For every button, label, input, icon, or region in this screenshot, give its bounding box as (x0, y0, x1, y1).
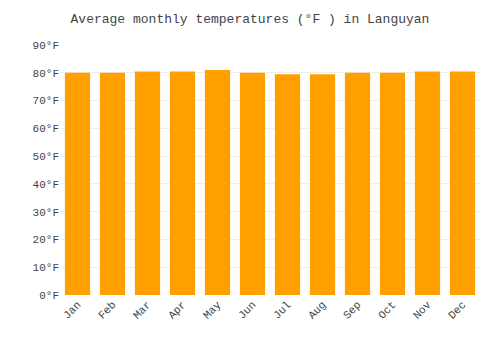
svg-text:0°F: 0°F (39, 290, 59, 302)
svg-text:60°F: 60°F (33, 123, 59, 135)
svg-text:Apr: Apr (166, 299, 188, 321)
svg-text:10°F: 10°F (33, 262, 59, 274)
svg-text:70°F: 70°F (33, 95, 59, 107)
svg-text:Dec: Dec (446, 299, 468, 321)
svg-text:Jan: Jan (61, 299, 83, 321)
svg-text:30°F: 30°F (33, 207, 59, 219)
svg-text:Feb: Feb (96, 299, 118, 321)
svg-text:40°F: 40°F (33, 179, 59, 191)
svg-text:Average monthly temperatures (: Average monthly temperatures (°F ) in La… (71, 12, 430, 27)
svg-text:Aug: Aug (306, 299, 328, 321)
svg-text:Jun: Jun (236, 299, 258, 321)
svg-text:90°F: 90°F (33, 40, 59, 52)
svg-text:80°F: 80°F (33, 68, 59, 80)
svg-text:Jul: Jul (271, 299, 293, 321)
svg-text:Mar: Mar (131, 299, 153, 321)
svg-text:May: May (201, 299, 224, 322)
svg-text:Nov: Nov (411, 299, 434, 322)
svg-text:50°F: 50°F (33, 151, 59, 163)
svg-text:20°F: 20°F (33, 234, 59, 246)
svg-text:Sep: Sep (341, 299, 363, 321)
svg-text:Oct: Oct (376, 299, 398, 321)
